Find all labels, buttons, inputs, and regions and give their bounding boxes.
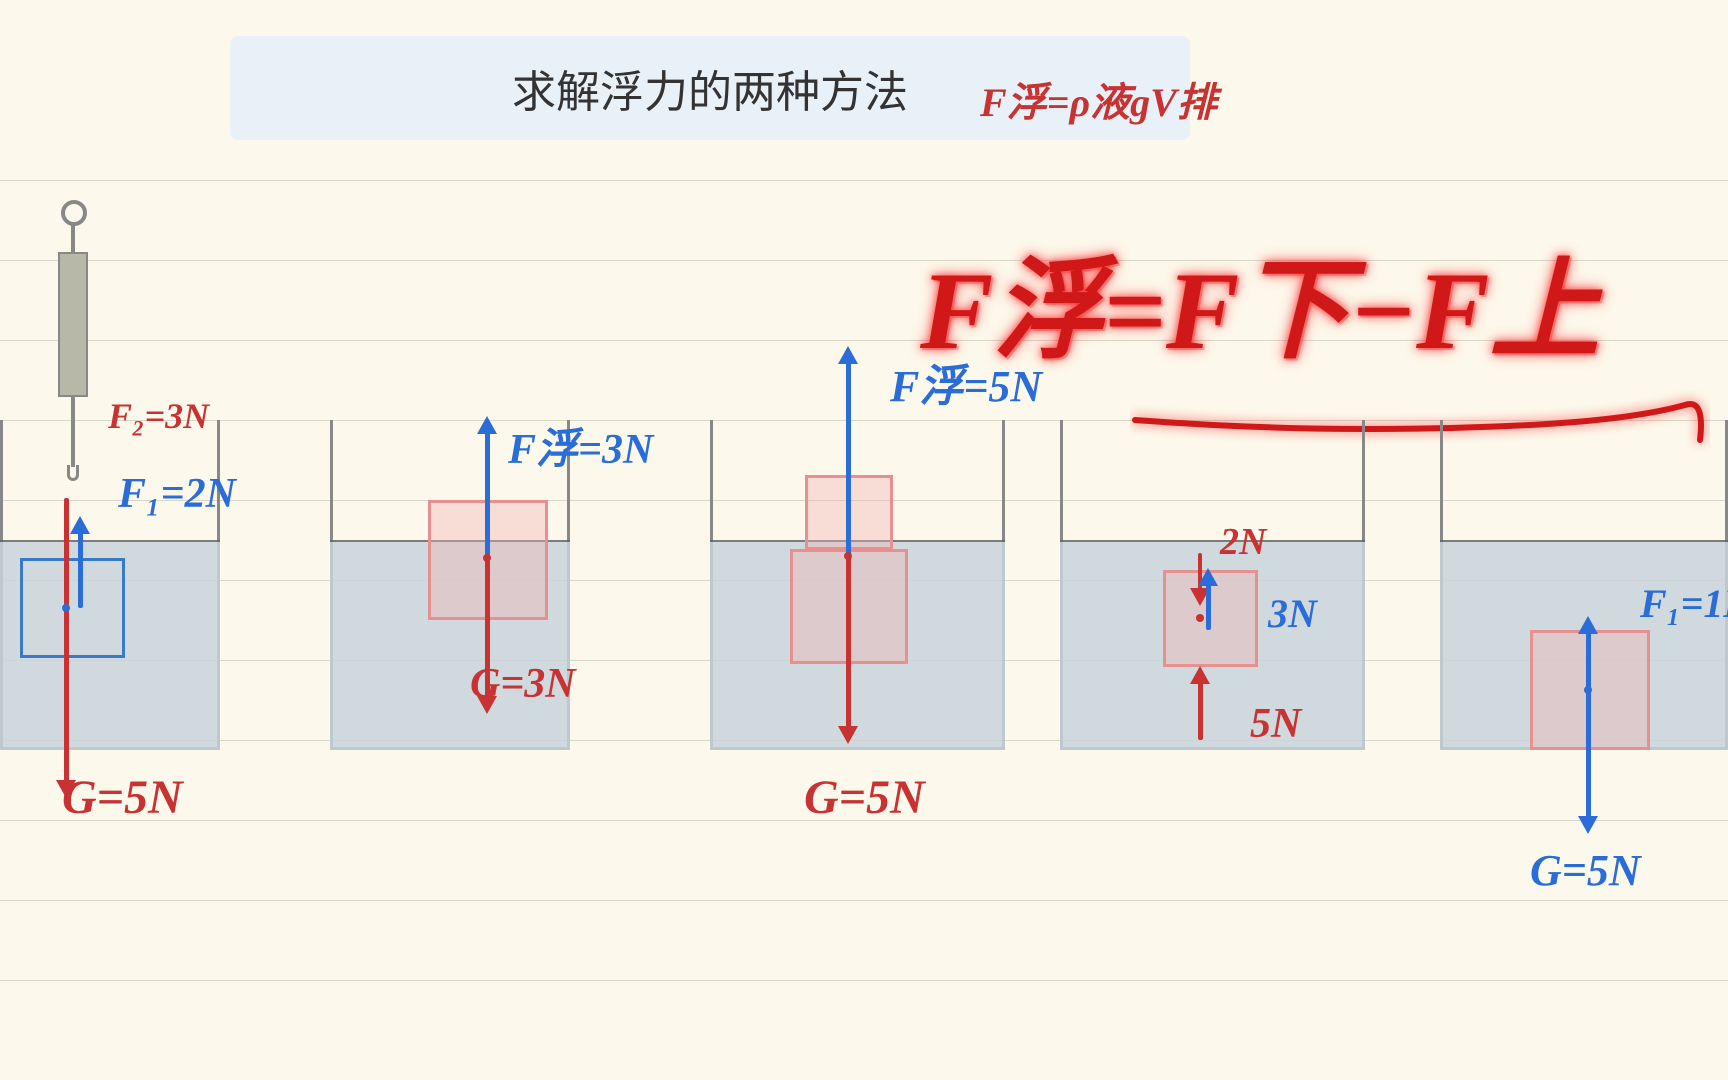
force-arrow xyxy=(1206,582,1211,630)
force-arrow xyxy=(64,498,69,784)
force-arrow xyxy=(485,430,490,558)
force-label: F浮=5N xyxy=(890,350,1042,414)
spring-scale xyxy=(58,200,88,500)
force-arrow xyxy=(1586,630,1591,690)
force-label: F₁=1N xyxy=(1640,580,1728,627)
force-label: G=3N xyxy=(470,660,576,708)
formula-archimedes: F浮=ρ液gV排 xyxy=(980,70,1217,128)
force-arrow xyxy=(1586,690,1591,820)
title-text: 求解浮力的两种方法 xyxy=(512,68,908,117)
force-arrow xyxy=(846,360,851,556)
force-label: 5N xyxy=(1250,700,1301,748)
block xyxy=(20,558,125,658)
force-label: G=5N xyxy=(804,770,925,825)
force-label: F浮=3N xyxy=(508,415,653,476)
force-label: 3N xyxy=(1268,590,1317,637)
force-label: 2N xyxy=(1220,520,1266,564)
force-arrow xyxy=(1198,680,1203,740)
force-label: G=5N xyxy=(62,770,183,825)
force-arrow xyxy=(846,556,851,730)
force-label: G=5N xyxy=(1530,845,1641,896)
force-arrow xyxy=(78,530,83,608)
force-label: F₂=3N xyxy=(108,395,209,437)
force-label: F₁=2N xyxy=(118,470,236,518)
